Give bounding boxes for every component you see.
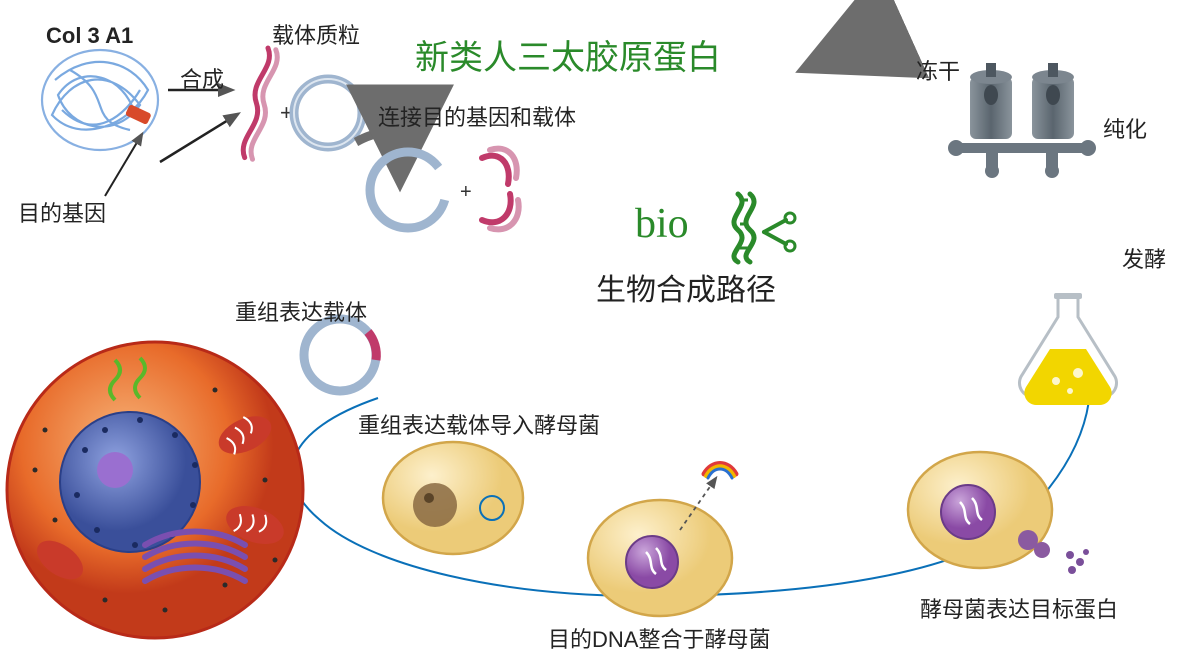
label-ligate: 连接目的基因和载体	[378, 100, 576, 132]
label-ferment: 发酵	[1122, 242, 1166, 274]
plasmid-ring-1	[294, 79, 362, 147]
yeast-1	[383, 442, 523, 554]
diagram-stage: + +	[0, 0, 1200, 666]
dna-scissors-icon	[734, 194, 795, 262]
plus-1: +	[280, 100, 293, 125]
diag-arrow	[160, 114, 238, 162]
plasmid-open: +	[370, 149, 519, 230]
yeast-2	[588, 464, 736, 617]
dna-scribble	[42, 50, 158, 150]
label-freeze-dry: 冻干	[916, 54, 960, 86]
label-dna-yeast: 目的DNA整合于酵母菌	[548, 622, 770, 654]
flask	[1019, 293, 1116, 405]
cell-illustration	[7, 342, 303, 638]
freeze-arrow	[828, 51, 906, 70]
label-express: 酵母菌表达目标蛋白	[920, 592, 1118, 624]
subtitle: 生物合成路径	[596, 265, 776, 309]
svg-text:+: +	[460, 181, 472, 203]
label-recomb-vector: 重组表达载体	[235, 295, 367, 327]
plasmid-recombinant	[304, 319, 376, 391]
label-synthesis: 合成	[180, 62, 224, 94]
dna-escape-dash	[680, 478, 716, 530]
label-purify: 纯化	[1103, 112, 1147, 144]
main-title: 新类人三太胶原蛋白	[415, 30, 721, 79]
yeast-3	[908, 452, 1089, 574]
arrow-p1-open	[356, 133, 400, 160]
gene-fragment-1	[241, 47, 279, 160]
label-into-yeast: 重组表达载体导入酵母菌	[358, 408, 600, 440]
target-gene-pointer	[105, 134, 142, 196]
label-plasmid: 载体质粒	[272, 18, 360, 50]
label-col3a1: Col 3 A1	[46, 23, 133, 49]
process-arc	[292, 312, 1090, 596]
tanks	[948, 63, 1096, 178]
bio-label: bio	[635, 200, 689, 248]
label-target-gene: 目的基因	[18, 196, 106, 228]
